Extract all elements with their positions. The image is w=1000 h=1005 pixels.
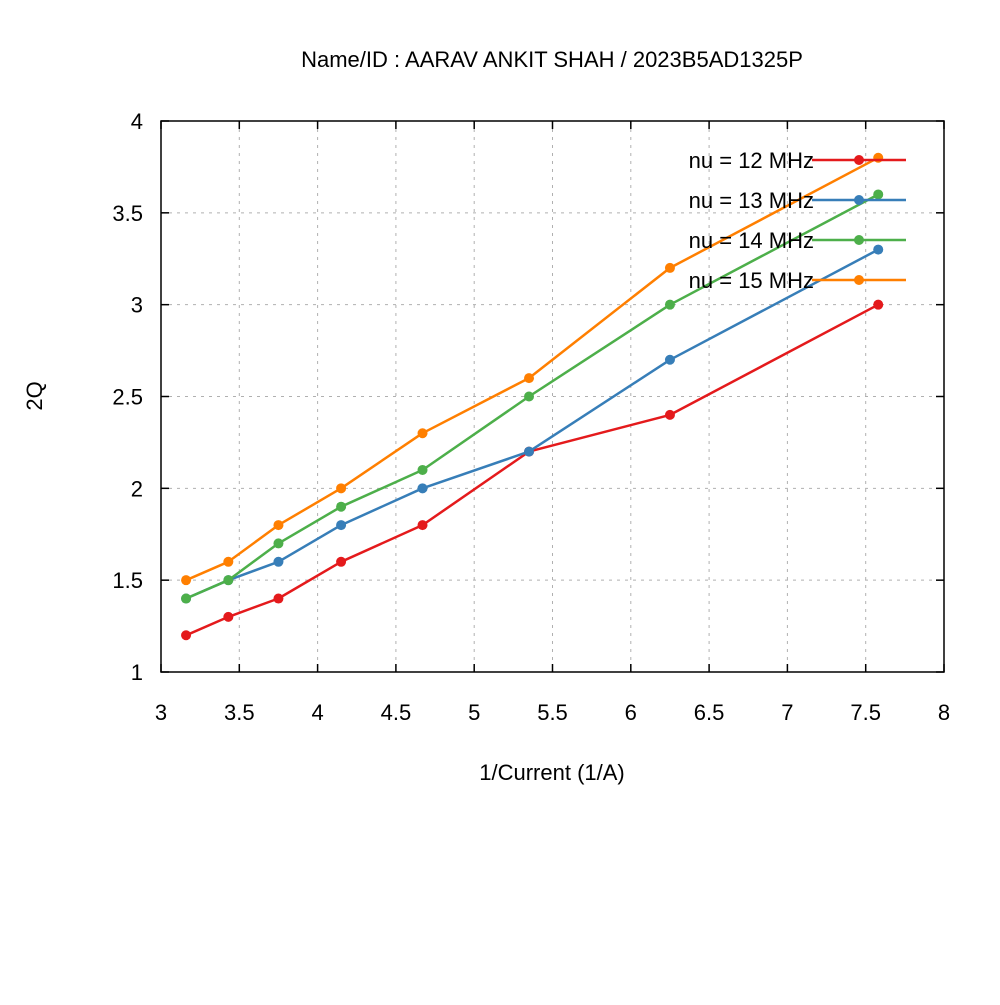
x-tick-label: 3 xyxy=(155,700,167,725)
series-4 xyxy=(181,152,884,586)
x-tick-label: 5 xyxy=(468,700,480,725)
series xyxy=(181,152,884,641)
y-tick-label: 1.5 xyxy=(112,568,143,593)
legend-swatch-point xyxy=(854,155,864,165)
data-point xyxy=(417,520,428,531)
x-tick-label: 5.5 xyxy=(537,700,568,725)
legend-item: nu = 14 MHz xyxy=(689,228,906,253)
series-3 xyxy=(181,189,884,604)
series-1 xyxy=(181,299,884,641)
data-point xyxy=(664,299,675,310)
data-point xyxy=(223,575,234,586)
data-point xyxy=(524,373,535,384)
data-point xyxy=(873,244,884,255)
x-tick-label: 6 xyxy=(625,700,637,725)
data-point xyxy=(873,189,884,200)
y-tick-label: 2 xyxy=(131,476,143,501)
legend: nu = 12 MHz nu = 13 MHz nu = 14 MHz nu = 15… xyxy=(689,148,906,293)
data-point xyxy=(336,501,347,512)
data-point xyxy=(524,391,535,402)
axis-ticks: 3 3.5 4 4.5 5 5.5 6 6.5 7 7.5 8 1 1.5 2 2.5 3 3.5 4 xyxy=(112,109,950,725)
data-point xyxy=(181,630,192,641)
y-tick-label: 2.5 xyxy=(112,385,143,410)
y-tick-label: 1 xyxy=(131,660,143,685)
y-axis-label: 2Q xyxy=(22,381,47,410)
legend-swatch-point xyxy=(854,195,864,205)
data-point xyxy=(273,593,284,604)
data-point xyxy=(664,354,675,365)
data-point xyxy=(181,593,192,604)
data-point xyxy=(873,299,884,310)
x-tick-label: 6.5 xyxy=(694,700,725,725)
legend-item: nu = 15 MHz xyxy=(689,268,906,293)
x-tick-label: 7 xyxy=(781,700,793,725)
series-line xyxy=(185,248,879,600)
x-tick-label: 7.5 xyxy=(850,700,881,725)
data-point xyxy=(664,409,675,420)
data-point xyxy=(664,262,675,273)
series-2 xyxy=(181,244,884,604)
legend-swatch-point xyxy=(854,235,864,245)
legend-item: nu = 12 MHz xyxy=(689,148,906,173)
data-point xyxy=(417,428,428,439)
data-point xyxy=(273,538,284,549)
legend-label: nu = 15 MHz xyxy=(689,268,814,293)
legend-label: nu = 14 MHz xyxy=(689,228,814,253)
data-point xyxy=(336,556,347,567)
grid xyxy=(161,121,944,672)
data-point xyxy=(273,556,284,567)
data-point xyxy=(223,556,234,567)
data-point xyxy=(417,464,428,475)
data-point xyxy=(524,446,535,457)
series-line xyxy=(185,193,879,600)
x-tick-label: 8 xyxy=(938,700,950,725)
data-point xyxy=(181,575,192,586)
y-tick-label: 3 xyxy=(131,293,143,318)
data-point xyxy=(273,520,284,531)
chart-title: Name/ID : AARAV ANKIT SHAH / 2023B5AD132… xyxy=(301,47,803,72)
series-line xyxy=(185,156,879,582)
legend-swatch-point xyxy=(854,275,864,285)
legend-label: nu = 12 MHz xyxy=(689,148,814,173)
x-tick-label: 4 xyxy=(311,700,323,725)
data-point xyxy=(336,520,347,531)
x-tick-label: 3.5 xyxy=(224,700,255,725)
data-point xyxy=(336,483,347,494)
data-point xyxy=(417,483,428,494)
y-tick-label: 4 xyxy=(131,109,143,134)
legend-item: nu = 13 MHz xyxy=(689,188,906,213)
x-axis-label: 1/Current (1/A) xyxy=(479,760,625,785)
series-line xyxy=(185,303,879,637)
x-tick-label: 4.5 xyxy=(381,700,412,725)
y-tick-label: 3.5 xyxy=(112,201,143,226)
legend-label: nu = 13 MHz xyxy=(689,188,814,213)
data-point xyxy=(223,611,234,622)
